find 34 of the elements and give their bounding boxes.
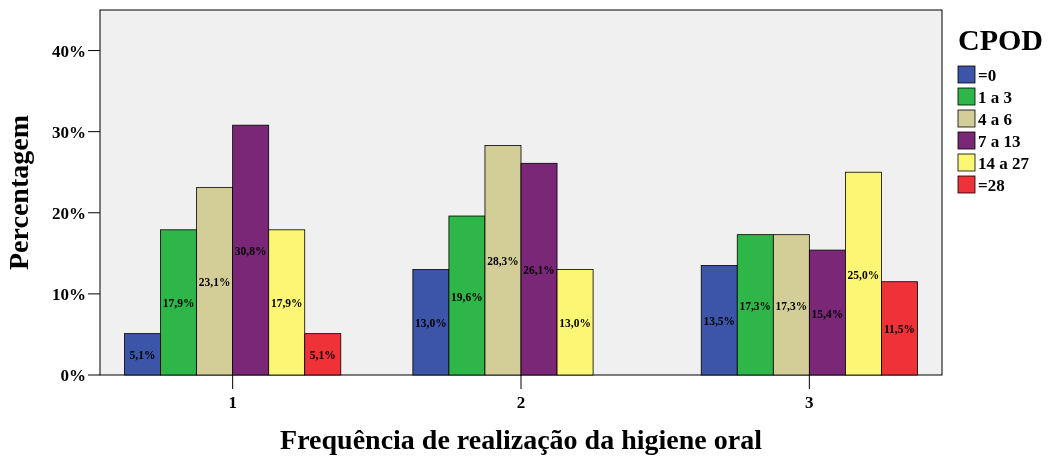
x-tick-label: 3 [805,393,814,412]
data-label: 13,0% [559,317,591,330]
legend-label: 14 a 27 [978,154,1030,173]
data-label: 13,5% [703,315,736,328]
data-label: 19,6% [451,290,483,303]
data-label: 23,1% [198,276,231,289]
data-label: 17,3% [739,299,772,312]
y-tick-label: 40% [52,41,86,61]
data-label: 30,8% [234,245,267,258]
data-label: 28,3% [487,255,519,268]
legend-title: CPOD [958,23,1043,56]
y-tick-label: 10% [52,284,86,304]
legend-label: 1 a 3 [978,88,1012,107]
x-axis-title: Frequência de realização da higiene oral [280,424,763,455]
data-label: 5,1% [129,349,156,362]
data-label: 5,1% [309,349,336,362]
y-tick-label: 20% [52,203,86,223]
legend-label: =0 [978,66,997,85]
legend-label: 7 a 13 [978,132,1021,151]
data-label: 26,1% [523,264,555,277]
data-label: 11,5% [883,323,915,336]
data-label: 15,4% [811,307,844,320]
legend-label: 4 a 6 [978,110,1012,129]
x-tick-label: 2 [516,393,526,412]
y-tick-label: 30% [52,122,86,142]
x-tick-label: 1 [228,393,237,412]
legend-label: =28 [978,176,1005,195]
y-tick-label: 0% [60,366,86,385]
y-axis-title: Percentagem [3,115,34,270]
data-label: 17,9% [270,297,303,310]
data-label: 25,0% [847,268,880,281]
data-label: 17,9% [162,297,195,310]
data-label: 13,0% [415,317,447,330]
data-label: 17,3% [775,299,808,312]
